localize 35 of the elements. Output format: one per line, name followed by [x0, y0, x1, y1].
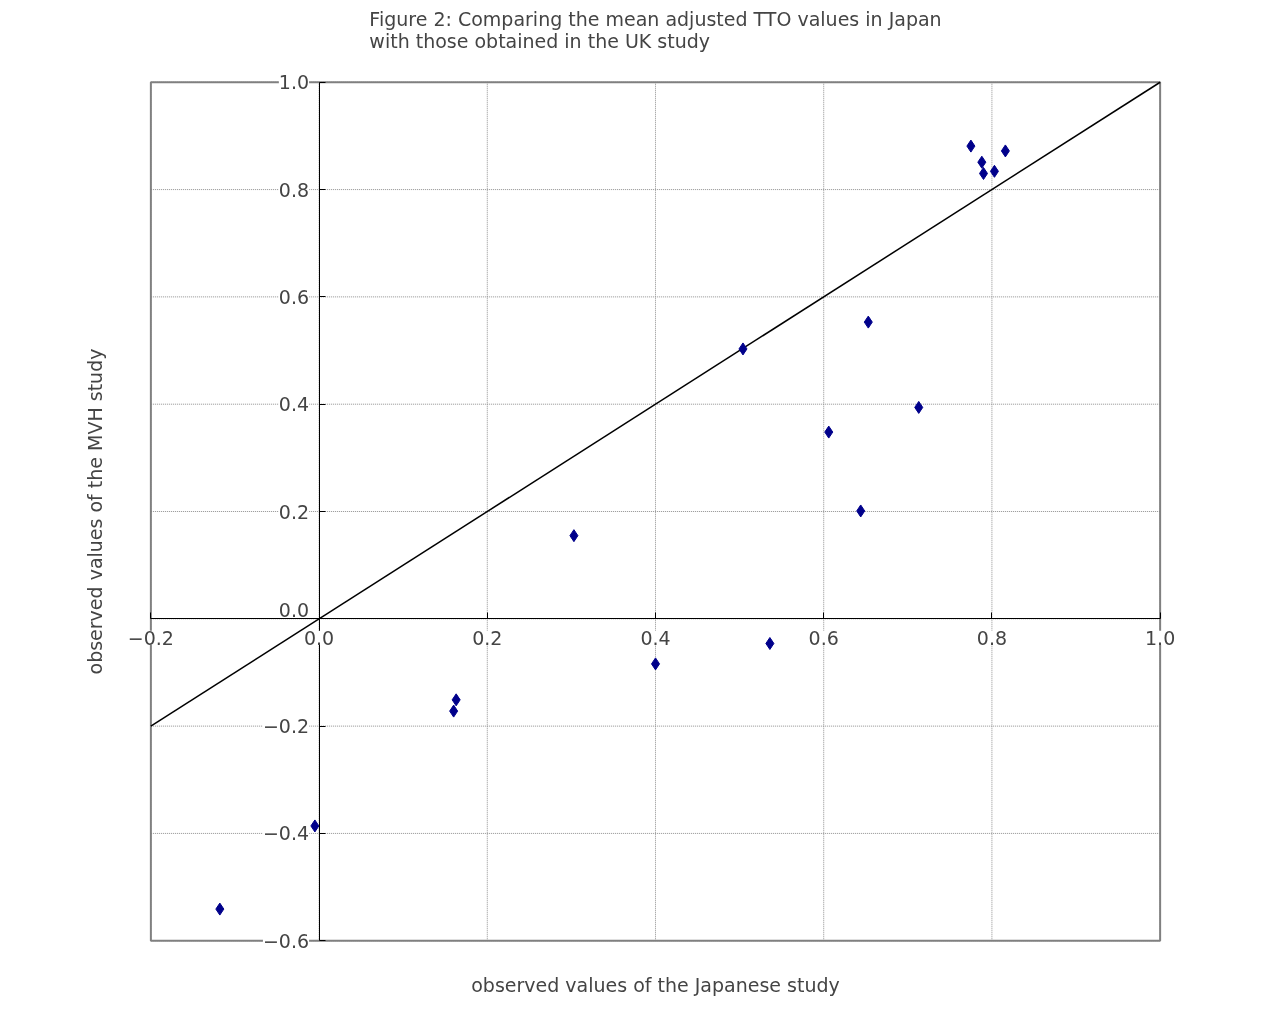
point	[449, 704, 459, 718]
point	[310, 819, 320, 833]
y-tick-label: 0.6	[278, 285, 310, 308]
point	[856, 504, 866, 518]
point	[451, 693, 461, 707]
point	[569, 529, 579, 543]
x-tick-label: −0.2	[127, 626, 174, 649]
x-tick-label: 0.2	[472, 626, 503, 649]
point	[824, 425, 834, 439]
y-tick-label: −0.2	[262, 715, 310, 738]
point	[863, 315, 873, 329]
x-tick-label: 0.0	[303, 626, 335, 649]
y-tick-label: 0.8	[278, 178, 310, 201]
point	[1000, 144, 1010, 158]
point	[979, 166, 989, 180]
point	[914, 400, 924, 414]
y-tick-label: 1.0	[278, 71, 310, 94]
x-tick-label: 0.6	[808, 626, 839, 649]
x-tick-label: 1.0	[1145, 626, 1176, 649]
point	[738, 342, 748, 356]
point	[765, 636, 775, 650]
y-axis-title: observed values of the MVH study	[83, 348, 106, 675]
y-tick-label: −0.6	[262, 929, 310, 952]
point	[966, 139, 976, 153]
point	[989, 164, 999, 178]
x-axis-title: observed values of the Japanese study	[471, 973, 840, 996]
point	[977, 155, 987, 169]
y-tick-label: 0.4	[278, 393, 310, 416]
y-tick-label: 0.2	[278, 500, 310, 523]
x-tick-label: 0.8	[976, 626, 1008, 649]
y-tick-label: 0.0	[278, 598, 310, 621]
point	[215, 902, 225, 916]
x-tick-label: 0.4	[640, 626, 671, 649]
chart-title: Figure 2: Comparing the mean adjusted TTO values in Japan with those obtained in the UK study	[369, 7, 942, 52]
y-tick-label: −0.4	[262, 822, 310, 845]
